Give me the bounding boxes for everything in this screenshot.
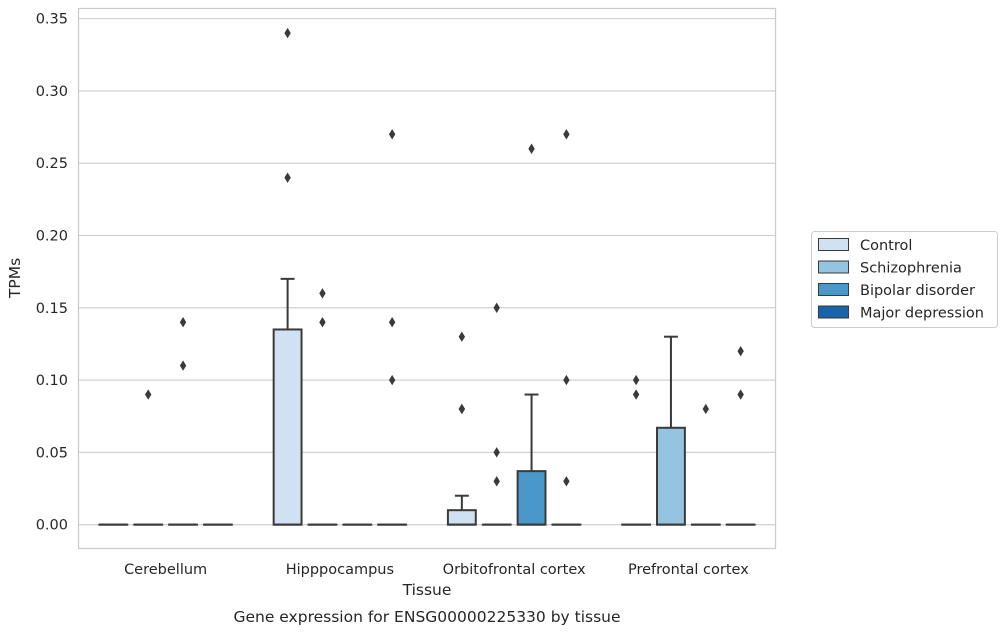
- y-axis-ticks: 0.00 0.05 0.10 0.15 0.20 0.25 0.30 0.35: [36, 12, 68, 534]
- y-tick-label: 0.05: [36, 445, 68, 461]
- box-body: [656, 426, 686, 526]
- legend: Control Schizophrenia Bipolar disorder Majo…: [811, 231, 998, 328]
- y-tick-label: 0.10: [36, 373, 68, 389]
- y-tick-label: 0.20: [36, 228, 68, 244]
- box-body: [516, 470, 547, 526]
- box-control: [272, 277, 303, 526]
- outlier-point: [737, 389, 744, 400]
- x-tick-label: Cerebellum: [124, 562, 207, 578]
- y-tick-label: 0.25: [36, 156, 68, 172]
- legend-swatch: [818, 238, 849, 251]
- x-tick-label: Orbitofrontal cortex: [443, 562, 586, 578]
- outlier-point: [528, 143, 535, 154]
- outlier-point: [388, 317, 396, 328]
- outlier-point: [702, 403, 709, 415]
- outlier-markers: [145, 27, 744, 487]
- outlier-point: [632, 389, 640, 400]
- x-axis-ticks: Cerebellum Hipppocampus Orbitofrontal cort…: [124, 562, 749, 578]
- y-tick-label: 0.15: [36, 301, 68, 317]
- outlier-point: [493, 302, 500, 313]
- x-tick-label: Hipppocampus: [286, 562, 394, 578]
- x-axis-title: Tissue: [402, 581, 452, 599]
- y-axis-title: TPMs: [6, 258, 24, 299]
- boxes: [98, 277, 756, 526]
- outlier-point: [458, 403, 466, 415]
- y-tick-label: 0.35: [36, 12, 68, 28]
- outlier-point: [284, 27, 291, 39]
- outlier-point: [179, 317, 187, 328]
- box-body: [272, 328, 303, 526]
- outlier-point: [145, 389, 152, 400]
- chart-caption: Gene expression for ENSG00000225330 by t…: [233, 608, 620, 626]
- outlier-point: [179, 360, 187, 371]
- legend-swatch: [818, 283, 849, 296]
- outlier-point: [388, 129, 396, 140]
- legend-frame: [811, 231, 998, 328]
- y-gridlines: [78, 18, 776, 526]
- outlier-point: [563, 129, 570, 140]
- outlier-point: [319, 288, 326, 299]
- outlier-point: [458, 331, 466, 342]
- legend-label: Bipolar disorder: [860, 283, 975, 299]
- y-tick-label: 0.00: [36, 518, 68, 534]
- outlier-point: [563, 374, 570, 386]
- y-tick-label: 0.30: [36, 84, 68, 100]
- plot-frame: [77, 7, 777, 550]
- outlier-point: [737, 345, 744, 357]
- outlier-point: [563, 476, 570, 487]
- box-body: [446, 509, 477, 526]
- outlier-point: [493, 476, 500, 487]
- box-schizophrenia: [656, 335, 686, 526]
- x-tick-label: Prefrontal cortex: [628, 562, 749, 578]
- legend-label: Schizophrenia: [860, 261, 962, 277]
- outlier-point: [493, 447, 500, 458]
- outlier-point: [632, 374, 640, 386]
- outlier-point: [284, 172, 291, 183]
- box-control: [446, 494, 477, 526]
- box-bipolar-disorder: [516, 393, 547, 526]
- legend-label: Major depression: [860, 306, 984, 322]
- outlier-point: [319, 317, 326, 328]
- legend-label: Control: [860, 238, 912, 254]
- legend-swatch: [818, 305, 849, 319]
- legend-swatch: [818, 260, 849, 274]
- outlier-point: [388, 374, 396, 386]
